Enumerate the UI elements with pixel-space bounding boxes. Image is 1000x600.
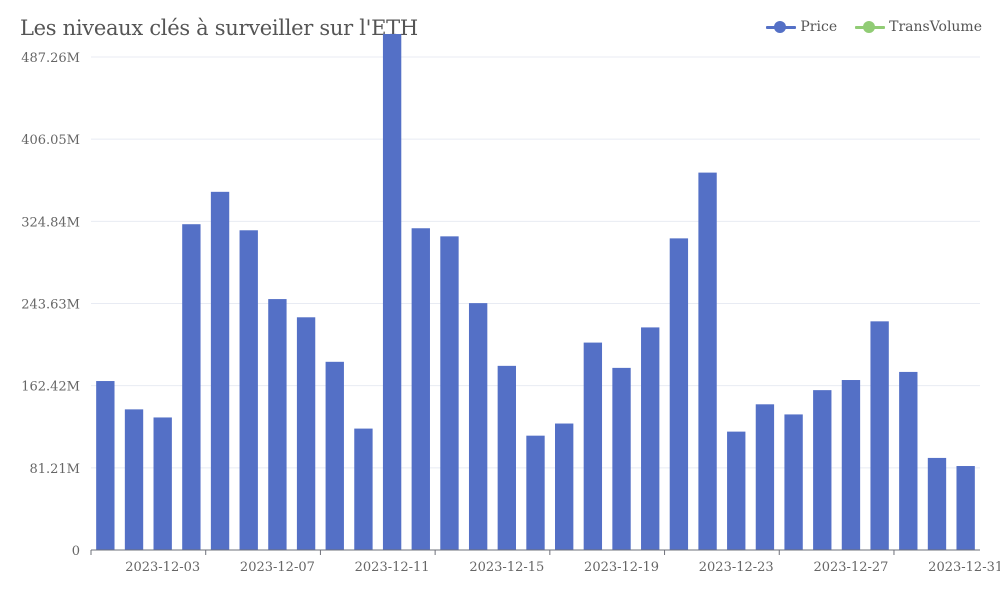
x-tick-label: 2023-12-19 — [584, 560, 659, 575]
legend-swatch-price-icon — [766, 21, 797, 33]
bar-2023-12-17[interactable] — [555, 423, 574, 550]
bar-2023-12-07[interactable] — [268, 299, 287, 550]
bar-2023-12-22[interactable] — [698, 172, 717, 550]
legend-label-transvolume: TransVolume — [889, 19, 982, 35]
legend-swatch-transvolume-icon — [855, 21, 886, 33]
bar-2023-12-23[interactable] — [727, 431, 746, 550]
bar-2023-12-04[interactable] — [182, 224, 201, 550]
legend-label-price: Price — [800, 19, 838, 35]
bar-2023-12-29[interactable] — [899, 371, 918, 550]
bar-2023-12-28[interactable] — [870, 321, 889, 550]
bar-2023-12-19[interactable] — [612, 367, 631, 550]
bar-2023-12-01[interactable] — [96, 381, 115, 550]
x-tick-label: 2023-12-15 — [469, 560, 544, 575]
bar-2023-12-11[interactable] — [382, 33, 402, 550]
bar-2023-12-27[interactable] — [841, 380, 861, 550]
y-tick-label: 324.84M — [21, 215, 80, 230]
legend-item-transvolume[interactable]: TransVolume — [855, 19, 982, 35]
bar-2023-12-09[interactable] — [325, 361, 344, 550]
bar-2023-12-10[interactable] — [354, 428, 373, 550]
bar-2023-12-14[interactable] — [468, 303, 488, 550]
bar-2023-12-15[interactable] — [497, 365, 516, 550]
bar-2023-12-21[interactable] — [669, 238, 689, 550]
bar-2023-12-24[interactable] — [755, 404, 775, 550]
bar-2023-12-13[interactable] — [440, 236, 459, 550]
x-tick-label: 2023-12-27 — [813, 560, 888, 575]
y-tick-label: 0 — [72, 544, 80, 559]
bar-2023-12-25[interactable] — [784, 414, 803, 550]
bar-2023-12-16[interactable] — [526, 435, 545, 550]
x-tick-label: 2023-12-11 — [355, 560, 430, 575]
bar-2023-12-06[interactable] — [239, 230, 258, 550]
bar-2023-12-26[interactable] — [813, 390, 832, 550]
bar-2023-12-05[interactable] — [210, 191, 230, 550]
bar-2023-12-12[interactable] — [411, 228, 430, 550]
y-tick-label: 487.26M — [21, 51, 80, 66]
legend: Price TransVolume — [766, 19, 982, 35]
bar-2023-12-30[interactable] — [927, 457, 947, 550]
x-tick-label: 2023-12-03 — [125, 560, 200, 575]
bar-2023-12-18[interactable] — [583, 342, 603, 550]
bar-2023-12-02[interactable] — [124, 409, 144, 550]
x-tick-label: 2023-12-23 — [699, 560, 774, 575]
legend-item-price[interactable]: Price — [766, 19, 837, 35]
chart-title: Les niveaux clés à surveiller sur l'ETH — [20, 16, 418, 40]
bar-2023-12-03[interactable] — [153, 417, 172, 550]
y-tick-label: 406.05M — [21, 133, 80, 148]
x-tick-label: 2023-12-07 — [240, 560, 315, 575]
y-tick-label: 162.42M — [21, 380, 80, 395]
bar-2023-12-08[interactable] — [296, 317, 316, 550]
y-tick-label: 243.63M — [21, 298, 80, 313]
bar-2023-12-20[interactable] — [641, 327, 660, 550]
y-tick-label: 81.21M — [29, 462, 80, 477]
bar-2023-12-31[interactable] — [956, 466, 975, 550]
x-tick-label: 2023-12-31 — [928, 560, 1000, 575]
